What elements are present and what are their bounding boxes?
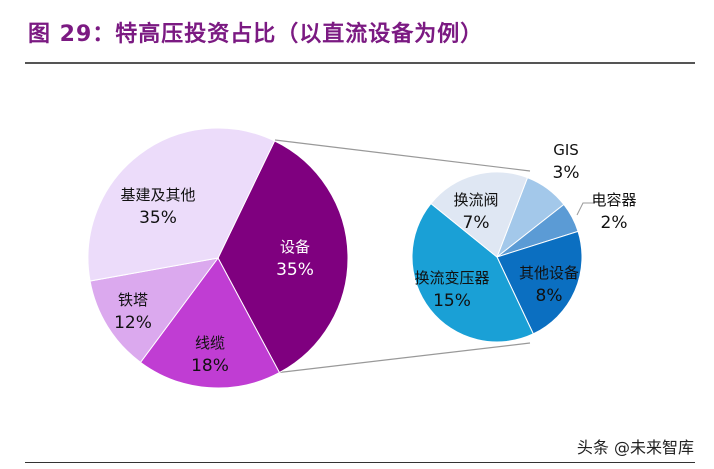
pie-slice-铁塔 — [89, 257, 220, 364]
slice-value-label: 8% — [536, 286, 563, 306]
slice-label: 电容器 — [591, 191, 636, 209]
slice-label: 换流阀 — [453, 191, 498, 209]
pie-slice-换流变压器 — [411, 202, 534, 343]
slice-label: 换流变压器 — [414, 269, 489, 287]
watermark: 头条 @未来智库 — [576, 438, 694, 457]
title-divider — [25, 62, 695, 64]
connector-line-bottom — [274, 342, 531, 374]
connector-line-top — [274, 139, 531, 172]
slice-value-label: 12% — [114, 313, 152, 333]
slice-label: 线缆 — [195, 334, 225, 352]
slice-value-label: 7% — [463, 213, 490, 233]
slice-label: 基建及其他 — [120, 186, 195, 204]
slice-value-label: 35% — [139, 208, 177, 228]
slice-label: GIS — [553, 141, 579, 159]
slice-value-label: 2% — [601, 213, 628, 233]
pie-slice-换流阀 — [430, 171, 529, 258]
pie-slice-线缆 — [139, 257, 281, 389]
pie-slice-基建及其他 — [87, 127, 276, 282]
pie-slice-其他设备 — [496, 230, 583, 335]
leader-line — [576, 202, 595, 216]
pie-slice-设备 — [217, 140, 349, 374]
chart-title: 图 29：特高压投资占比（以直流设备为例） — [28, 22, 484, 47]
footer-divider — [25, 462, 695, 463]
slice-label: 铁塔 — [118, 291, 148, 309]
slice-value-label: 15% — [433, 291, 471, 311]
slice-label: 设备 — [280, 238, 310, 256]
slice-value-label: 3% — [553, 163, 580, 183]
slice-label: 其他设备 — [519, 264, 579, 282]
slice-value-label: 35% — [276, 260, 314, 280]
slice-value-label: 18% — [191, 356, 229, 376]
